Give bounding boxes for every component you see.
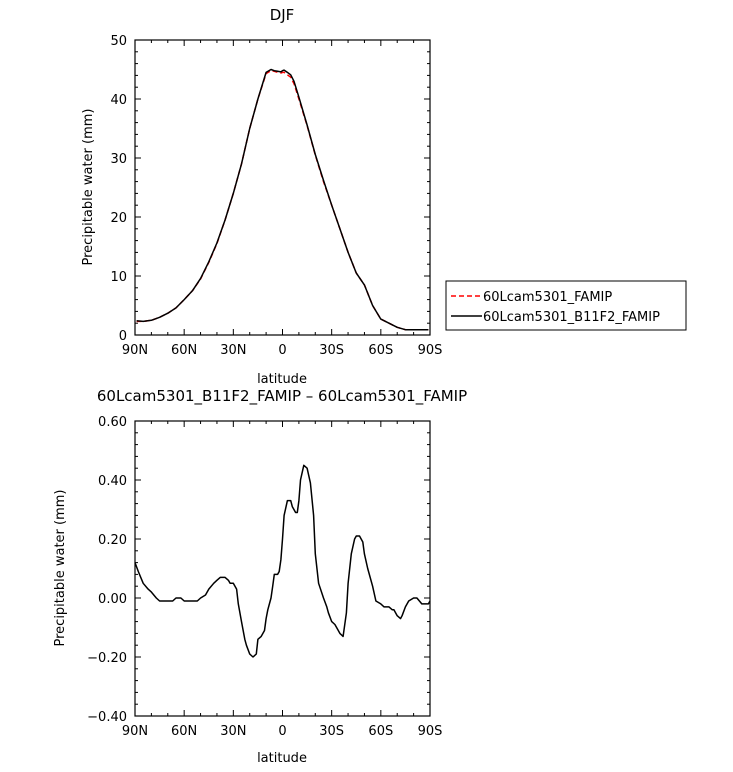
y-tick-label: 40: [110, 93, 127, 108]
series-line-1: [134, 464, 431, 658]
y-tick-label: −0.20: [87, 651, 127, 666]
x-tick-label: 0: [278, 724, 286, 739]
y-tick-label: 0.60: [98, 415, 127, 430]
y-tick-label: 10: [110, 270, 127, 285]
x-tick-label: 90N: [122, 343, 148, 358]
y-axis-label: Precipitable water (mm): [53, 490, 68, 647]
series-group: [136, 68, 429, 331]
x-tick-label: 30N: [220, 343, 246, 358]
plot-frame: [134, 39, 431, 336]
x-axis-label: latitude: [257, 751, 307, 766]
y-axis: −0.40 −0.20 0.00 0.20 0.40 0.60: [87, 415, 430, 725]
y-tick-label: 30: [110, 152, 127, 167]
x-axis: 90N 60N 30N 0 30S 60S 90S: [122, 421, 443, 739]
x-tick-label: 30N: [220, 724, 246, 739]
x-tick-label: 90N: [122, 724, 148, 739]
legend-label-famip: 60Lcam5301_FAMIP: [483, 290, 612, 305]
x-axis-label: latitude: [257, 372, 307, 387]
x-tick-label: 90S: [418, 343, 443, 358]
plot-frame: [134, 420, 431, 717]
y-tick-label: 0.20: [98, 533, 127, 548]
series-line-1: [136, 69, 429, 331]
series-group: [134, 464, 431, 658]
y-tick-label: 20: [110, 211, 127, 226]
x-tick-label: 30S: [319, 343, 344, 358]
legend-label-b11f2: 60Lcam5301_B11F2_FAMIP: [483, 310, 660, 325]
series-line-2: [136, 68, 429, 331]
y-axis: 0 10 20 30 40 50: [110, 34, 430, 344]
chart-title: DJF: [270, 6, 295, 24]
chart-title: 60Lcam5301_B11F2_FAMIP – 60Lcam5301_FAMI…: [97, 387, 467, 406]
x-axis: 90N 60N 30N 0 30S 60S 90S: [122, 40, 443, 358]
y-tick-label: −0.40: [87, 710, 127, 725]
x-tick-label: 30S: [319, 724, 344, 739]
y-tick-label: 50: [110, 34, 127, 49]
y-tick-label: 0.00: [98, 592, 127, 607]
x-tick-label: 60N: [171, 724, 197, 739]
legend-box: [445, 280, 687, 331]
x-tick-label: 60N: [171, 343, 197, 358]
x-tick-label: 60S: [368, 724, 393, 739]
legend: 60Lcam5301_FAMIP 60Lcam5301_B11F2_FAMIP: [445, 280, 687, 331]
x-tick-label: 0: [278, 343, 286, 358]
x-tick-label: 90S: [418, 724, 443, 739]
precipitable-water-panel: DJF 0 10 20 30 40 50 90N 60N 30N 0 30S 60S 90S lati…: [81, 6, 442, 387]
difference-panel: 60Lcam5301_B11F2_FAMIP – 60Lcam5301_FAMI…: [53, 387, 467, 766]
y-tick-label: 0: [119, 329, 127, 344]
y-axis-label: Precipitable water (mm): [81, 109, 96, 266]
x-tick-label: 60S: [368, 343, 393, 358]
y-tick-label: 0.40: [98, 474, 127, 489]
